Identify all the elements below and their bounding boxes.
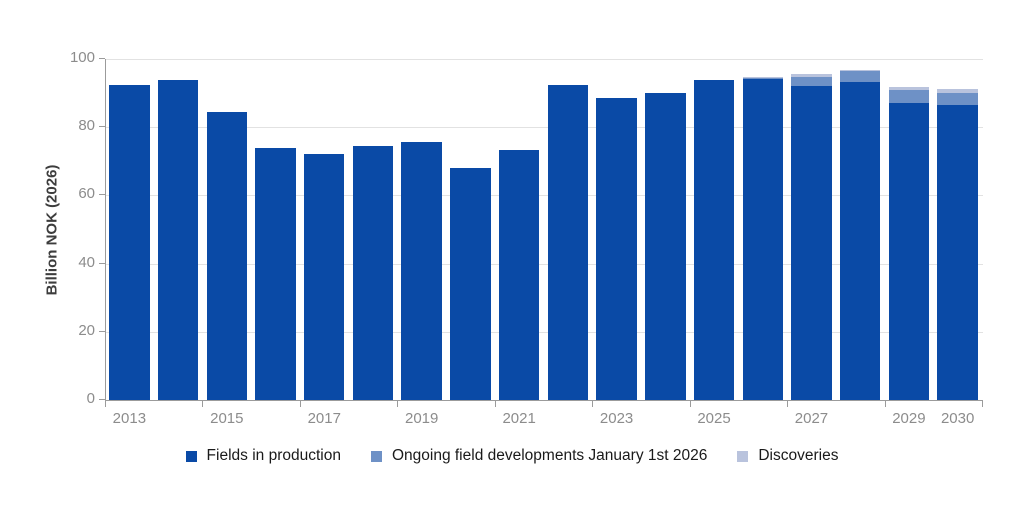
legend-swatch-icon [737, 450, 749, 462]
legend: Fields in production Ongoing field develo… [0, 443, 1024, 469]
x-tick-mark-6 [397, 401, 399, 407]
bar-2023-fields-in [596, 97, 637, 400]
y-tick-mark-80 [99, 126, 105, 128]
bar-2027-discoveries [791, 74, 832, 78]
x-tick-mark-8 [494, 401, 496, 407]
gridline-y-60 [106, 195, 983, 197]
x-tick-label-2029: 2029 [892, 410, 926, 427]
plot-area [105, 59, 983, 401]
x-tick-label-2013: 2013 [112, 410, 147, 427]
x-tick-label-2027: 2027 [794, 410, 829, 427]
gridline-y-100 [106, 59, 983, 60]
x-tick-mark-18 [982, 401, 983, 407]
bar-2027-fields-in [791, 85, 832, 400]
bar-2013-fields-in [109, 84, 150, 400]
x-tick-mark-10 [592, 401, 594, 407]
y-tick-mark-60 [99, 194, 105, 196]
bar-2029-ongoing-field [888, 90, 930, 103]
y-tick-label-0: 0 [86, 390, 95, 407]
bar-2028-ongoing-field [839, 70, 881, 83]
bar-2027-ongoing-field [791, 77, 832, 86]
bar-2028-fields-in [839, 82, 881, 400]
legend-label: Ongoing field developments January 1st 2… [391, 447, 708, 464]
gridline-y-20 [106, 331, 983, 333]
x-tick-mark-16 [884, 401, 886, 407]
legend-item-fields-in[interactable]: Fields in production [185, 447, 341, 465]
bar-2017-fields-in [304, 154, 345, 400]
x-tick-label-2015: 2015 [210, 410, 244, 427]
y-tick-label-100: 100 [69, 49, 95, 66]
y-tick-mark-20 [99, 330, 105, 332]
bar-2022-fields-in [547, 84, 589, 400]
x-tick-label-2017: 2017 [307, 410, 341, 427]
y-tick-label-60: 60 [78, 185, 95, 203]
legend-label: Fields in production [206, 447, 341, 464]
x-tick-mark-14 [787, 401, 789, 407]
bar-2030-discoveries [937, 89, 978, 94]
y-axis-title: Billion NOK (2026) [43, 164, 61, 296]
bar-2029-fields-in [888, 102, 930, 400]
y-tick-mark-100 [99, 58, 105, 59]
bar-2015-fields-in [206, 111, 248, 400]
legend-label: Discoveries [758, 447, 839, 464]
bar-2016-fields-in [255, 147, 296, 400]
bar-2026-fields-in [742, 79, 783, 400]
legend-item-ongoing-field[interactable]: Ongoing field developments January 1st 2… [370, 447, 708, 465]
bar-2021-fields-in [498, 150, 540, 400]
bar-2018-fields-in [352, 145, 394, 400]
y-tick-label-80: 80 [78, 117, 95, 135]
y-tick-mark-40 [99, 262, 105, 264]
bar-2020-fields-in [450, 168, 491, 400]
bar-2029-discoveries [888, 86, 930, 91]
x-tick-mark-0 [105, 401, 106, 407]
x-tick-mark-2 [202, 401, 204, 407]
bar-2025-fields-in [693, 80, 735, 400]
x-tick-label-2023: 2023 [599, 410, 634, 427]
bar-2030-ongoing-field [937, 93, 978, 106]
x-tick-mark-4 [299, 401, 301, 407]
x-tick-label-2019: 2019 [405, 410, 439, 427]
x-tick-label-2025: 2025 [697, 410, 731, 427]
gridline-y-40 [106, 263, 983, 265]
bar-2014-fields-in [157, 80, 199, 400]
bar-2019-fields-in [401, 141, 442, 400]
bar-2026-ongoing-field [742, 77, 783, 80]
bar-2030-fields-in [937, 105, 978, 400]
x-tick-mark-12 [689, 401, 691, 407]
gridline-y-80 [106, 127, 983, 129]
y-tick-label-40: 40 [78, 253, 95, 271]
y-tick-mark-0 [99, 399, 105, 400]
legend-swatch-icon [370, 450, 382, 462]
x-tick-label-2021: 2021 [502, 410, 536, 427]
legend-swatch-icon [185, 450, 197, 462]
bar-2026-discoveries [742, 76, 783, 78]
bar-2028-discoveries [839, 69, 881, 71]
x-tick-label-2030: 2030 [940, 410, 975, 427]
legend-item-discoveries[interactable]: Discoveries [737, 447, 838, 465]
bar-2024-fields-in [645, 93, 686, 400]
y-tick-label-20: 20 [78, 321, 95, 339]
